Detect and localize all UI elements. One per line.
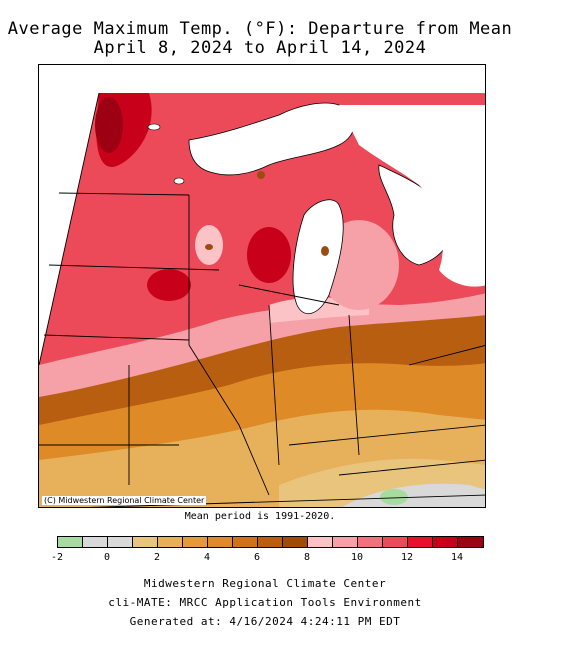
footer-tool: cli-MATE: MRCC Application Tools Environ… (108, 596, 422, 609)
legend-swatch (333, 537, 358, 547)
legend-swatch (433, 537, 458, 547)
legend-swatch (308, 537, 333, 547)
region-green (380, 489, 408, 505)
legend-swatch (158, 537, 183, 547)
legend-swatch (408, 537, 433, 547)
legend-swatch (208, 537, 233, 547)
legend-tick-label: 0 (103, 552, 111, 563)
copyright-credit: (C) Midwestern Regional Climate Center (42, 496, 207, 505)
map-title: Average Maximum Temp. (°F): Departure fr… (7, 19, 513, 39)
legend-swatch (133, 537, 158, 547)
legend-swatch (83, 537, 108, 547)
legend-tick-label: -2 (50, 552, 64, 563)
temperature-departure-map: (C) Midwestern Regional Climate Center (38, 64, 486, 508)
small-lake-4 (321, 246, 329, 256)
state-borders (39, 92, 485, 507)
map-graphic (39, 92, 485, 507)
region-darkred-1 (95, 97, 123, 153)
lake-michigan (292, 199, 344, 315)
small-lake-1 (147, 123, 161, 131)
legend-swatch (58, 537, 83, 547)
small-lake-5 (205, 244, 213, 250)
mean-period-note: Mean period is 1991-2020. (184, 511, 336, 522)
map-date-range: April 8, 2024 to April 14, 2024 (93, 38, 427, 58)
legend-tick-label: 10 (350, 552, 364, 563)
legend-tick-label: 6 (253, 552, 261, 563)
legend-tick-label: 4 (203, 552, 211, 563)
legend-tick-label: 2 (153, 552, 161, 563)
legend-tick-label: 8 (303, 552, 311, 563)
legend-swatch (233, 537, 258, 547)
lake-superior (188, 102, 355, 176)
footer-generated: Generated at: 4/16/2024 4:24:11 PM EDT (129, 615, 401, 628)
legend-tick-label: 14 (450, 552, 464, 563)
legend-swatch (458, 537, 483, 547)
legend-swatch (258, 537, 283, 547)
legend-swatch (383, 537, 408, 547)
region-pink-band (39, 293, 485, 397)
region-gray (342, 483, 485, 507)
legend-swatch (283, 537, 308, 547)
small-lake-2 (173, 177, 185, 185)
legend-tick-label: 12 (400, 552, 414, 563)
footer-center: Midwestern Regional Climate Center (143, 577, 387, 590)
color-legend (57, 536, 484, 548)
legend-swatch (108, 537, 133, 547)
canada-area (339, 105, 485, 287)
legend-swatch (183, 537, 208, 547)
region-red-wi (247, 227, 291, 283)
small-lake-3 (257, 171, 265, 179)
region-red-mn (147, 269, 191, 301)
legend-swatch (358, 537, 383, 547)
